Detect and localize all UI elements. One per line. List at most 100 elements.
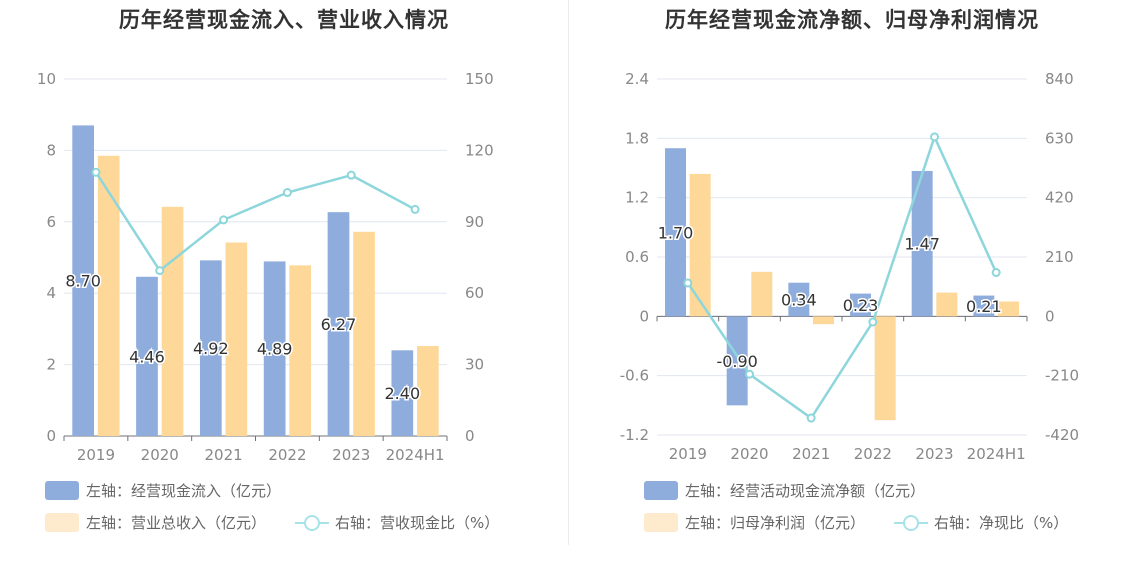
bar-primary	[263, 261, 286, 436]
line-point	[282, 188, 292, 198]
x-tick-label: 2021	[792, 445, 830, 463]
line-point	[745, 369, 754, 379]
line-point	[91, 167, 101, 177]
y-tick-label-left: 0	[639, 307, 649, 325]
y-tick-label-left: 0.6	[625, 248, 649, 266]
y-tick-label-right: 120	[465, 141, 494, 159]
bar-primary	[665, 148, 686, 317]
y-tick-label-right: 0	[1045, 307, 1055, 325]
y-tick-label-right: 150	[465, 70, 494, 88]
bar-secondary	[936, 292, 958, 317]
legend-item[interactable]: 左轴：经营现金流入（亿元）	[45, 480, 281, 501]
data-label: 2.40	[385, 384, 421, 403]
bar-primary	[72, 125, 95, 436]
legend-swatch	[45, 481, 79, 500]
legend-item[interactable]: 右轴：净现比（%）	[894, 512, 1068, 533]
line-point	[155, 266, 165, 276]
bar-secondary	[998, 301, 1019, 317]
x-tick-label: 2019	[669, 445, 707, 463]
y-tick-label-left: 0	[46, 427, 56, 445]
legend-label: 左轴：经营现金流入（亿元）	[86, 482, 282, 500]
data-label: 0.21	[966, 297, 1002, 316]
y-tick-label-left: 10	[37, 70, 56, 88]
y-tick-label-right: 840	[1045, 70, 1074, 88]
x-tick-label: 2019	[77, 446, 115, 464]
legend-label: 左轴：营业总收入（亿元）	[86, 514, 267, 532]
line-point	[868, 317, 878, 327]
y-tick-label-left: 8	[46, 141, 56, 159]
bar-primary	[850, 293, 871, 317]
bar-secondary	[813, 316, 834, 325]
line-point	[683, 278, 693, 288]
bar-secondary	[874, 316, 896, 421]
x-tick-label: 2024H1	[967, 445, 1026, 463]
y-tick-label-right: 630	[1045, 129, 1074, 147]
bar-primary	[136, 276, 158, 436]
bar-secondary	[97, 155, 120, 436]
legend-item[interactable]: 左轴：营业总收入（亿元）	[45, 512, 266, 533]
y-tick-label-left: 2.4	[625, 70, 649, 88]
y-tick-label-right: 60	[465, 284, 484, 302]
bar-primary	[327, 212, 350, 436]
legend-label: 右轴：营收现金比（%）	[335, 514, 500, 532]
chart-title: 历年经营现金流入、营业收入情况	[119, 8, 449, 32]
y-tick-label-left: -1.2	[620, 426, 649, 444]
legend-swatch	[644, 481, 678, 500]
bar-secondary	[353, 231, 375, 436]
data-label: 0.34	[781, 291, 817, 310]
x-tick-label: 2020	[141, 446, 179, 464]
y-tick-label-left: -0.6	[620, 367, 649, 385]
line-point	[219, 215, 229, 225]
legend-swatch	[45, 513, 79, 532]
y-tick-label-left: 4	[46, 284, 56, 302]
legend-item[interactable]: 左轴：经营活动现金流净额（亿元）	[644, 480, 925, 501]
legend-item[interactable]: 左轴：归母净利润（亿元）	[644, 512, 865, 533]
data-label: 4.89	[257, 340, 293, 359]
chart-title: 历年经营现金流净额、归母净利润情况	[665, 8, 1039, 32]
x-tick-label: 2024H1	[386, 446, 445, 464]
x-tick-label: 2023	[332, 446, 370, 464]
y-tick-label-left: 1.2	[625, 189, 649, 207]
legend-swatch	[644, 513, 678, 532]
bar-secondary	[161, 206, 184, 436]
line-point	[410, 204, 420, 214]
legend-item[interactable]: 右轴：营收现金比（%）	[295, 512, 499, 533]
bar-secondary	[289, 265, 312, 436]
y-tick-label-left: 2	[46, 356, 56, 374]
legend-line-icon	[295, 513, 329, 532]
y-tick-label-right: -420	[1045, 426, 1079, 444]
line-series	[94, 171, 416, 273]
x-tick-label: 2021	[204, 446, 242, 464]
bar-secondary	[751, 271, 773, 317]
panel-divider	[568, 0, 569, 545]
bar-primary	[391, 350, 414, 436]
bar-primary	[726, 316, 748, 406]
y-tick-label-right: 30	[465, 356, 484, 374]
y-tick-label-right: 420	[1045, 189, 1074, 207]
y-tick-label-right: 210	[1045, 248, 1074, 266]
data-label: 8.70	[65, 272, 101, 291]
data-label: 0.23	[843, 296, 879, 315]
y-tick-label-right: 0	[465, 427, 475, 445]
legend-line-icon	[894, 513, 928, 532]
line-point	[991, 268, 1001, 278]
data-label: -0.90	[716, 352, 757, 371]
bar-secondary	[689, 173, 711, 317]
chart-plot: 0 0 2 30 4 60 6 90 8 120 10 150 2019 2020 2021 2022 2023…	[37, 70, 494, 464]
bar-secondary	[225, 242, 248, 436]
bar-primary	[199, 260, 222, 436]
data-label: 4.92	[193, 339, 229, 358]
legend-label: 右轴：净现比（%）	[934, 514, 1069, 532]
x-tick-label: 2022	[268, 446, 306, 464]
x-tick-label: 2020	[730, 445, 768, 463]
x-tick-label: 2023	[915, 445, 953, 463]
legend-label: 左轴：经营活动现金流净额（亿元）	[685, 482, 926, 500]
line-point	[806, 413, 816, 423]
bar-primary	[973, 295, 995, 317]
y-tick-label-right: -210	[1045, 367, 1079, 385]
line-point	[930, 132, 939, 142]
chart-panel-right: 历年经营现金流净额、归母净利润情况 -1.2 -420 -0.6 -210 0 0 0.6 2…	[570, 0, 1134, 582]
line-series	[686, 133, 998, 420]
data-label: 1.70	[658, 223, 694, 242]
y-tick-label-left: 1.8	[625, 129, 649, 147]
